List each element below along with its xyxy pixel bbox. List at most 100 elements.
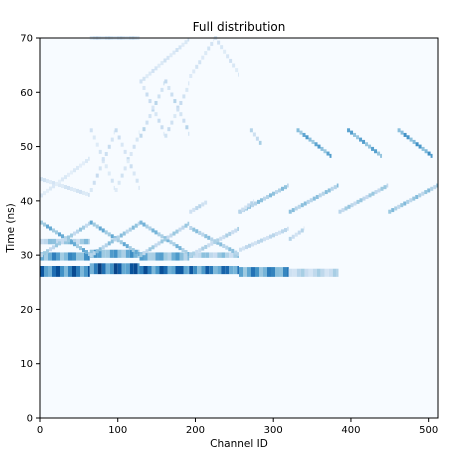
heatmap-cell [101,228,105,233]
heatmap-cell [88,156,90,161]
heatmap-cell [88,252,90,256]
heatmap-cell [116,238,120,243]
heatmap-cell [210,241,214,246]
heatmap-cell [40,177,43,182]
heatmap-cell [263,267,267,277]
heatmap-cell [110,137,114,142]
x-tick-label: 500 [419,425,438,436]
heatmap-cell [232,63,236,68]
heatmap-cell [167,85,171,90]
heatmap-cell [266,194,269,199]
heatmap-cell [175,229,179,234]
heatmap-cell [336,268,339,277]
heatmap-cell [76,229,79,234]
heatmap-cell [61,234,64,239]
heatmap-cell [129,263,134,275]
heatmap-cell [269,193,272,198]
heatmap-cell [163,252,168,261]
heatmap-cell [288,209,292,214]
heatmap-cell [173,99,177,104]
heatmap-cell [209,266,214,275]
heatmap-cell [368,193,372,198]
heatmap-cell [328,268,333,277]
x-tick-label: 100 [108,425,127,436]
heatmap-cell [148,247,152,252]
heatmap-cell [316,268,321,277]
heatmap-cell [89,220,93,225]
heatmap-cell [76,238,80,245]
heatmap-cell [297,204,301,209]
heatmap-cell [229,266,234,275]
heatmap-cell [154,66,158,71]
heatmap-cell [184,223,188,228]
heatmap-cell [155,266,160,275]
heatmap-cell [95,173,99,178]
heatmap-cell [207,243,211,248]
heatmap-cell [72,238,76,245]
heatmap-cell [320,268,325,277]
heatmap-cell [117,180,121,185]
heatmap-cell [125,249,130,258]
heatmap-cell [209,252,214,258]
heatmap-cell [56,252,60,261]
heatmap-cell [145,249,149,254]
heatmap-cell [216,238,220,243]
heatmap-cell [160,61,164,66]
heatmap-cell [60,252,64,261]
heatmap-cell [205,252,210,258]
heatmap-cell [58,183,61,188]
heatmap-cell [315,194,319,199]
heatmap-cell [267,267,271,277]
heatmap-cell [88,238,90,245]
heatmap-cell [251,267,255,277]
heatmap-cell [269,234,272,239]
heatmap-cell [52,245,55,250]
heatmap-cell [239,247,242,252]
heatmap-cell [170,120,174,125]
heatmap-cell [197,252,202,258]
heatmap-cell [157,241,161,246]
heatmap-cell [415,142,419,147]
heatmap-cell [113,249,118,258]
heatmap-cell [239,267,243,277]
heatmap-cell [122,231,126,236]
heatmap-cell [123,166,127,171]
heatmap-cell [409,137,413,142]
chart-title: Full distribution [193,20,286,34]
heatmap-cell [80,252,84,261]
heatmap-cell [129,164,133,169]
heatmap-cell [171,252,176,261]
heatmap-cell [238,209,242,214]
heatmap-cell [148,226,152,231]
heatmap-cell [327,188,331,193]
x-tick-label: 0 [37,425,43,436]
heatmap-cell [113,263,118,275]
heatmap-cell [311,139,315,144]
heatmap-cell [275,267,279,277]
heatmap-cell [76,244,79,249]
heatmap-cell [287,183,289,188]
heatmap-cell [229,58,233,63]
heatmap-cell [272,233,275,238]
heatmap-cell [188,131,190,136]
heatmap-cell [84,266,88,277]
heatmap-cell [231,230,235,235]
heatmap-cell [97,249,102,258]
heatmap-cell [312,196,316,201]
x-tick-label: 400 [341,425,360,436]
heatmap-cell [76,188,79,193]
heatmap-cell [55,181,58,186]
heatmap-cell [329,153,332,158]
heatmap-cell [223,49,227,54]
heatmap-cell [195,229,199,234]
heatmap-cell [287,267,289,277]
heatmap-cell [204,234,208,239]
heatmap-cell [148,99,152,104]
heatmap-cell [88,266,90,277]
heatmap-cell [181,248,185,253]
heatmap-cell [317,144,321,149]
heatmap-cell [201,232,205,237]
heatmap-cell [147,266,152,275]
heatmap-cell [125,263,130,275]
heatmap-cell [185,87,189,92]
